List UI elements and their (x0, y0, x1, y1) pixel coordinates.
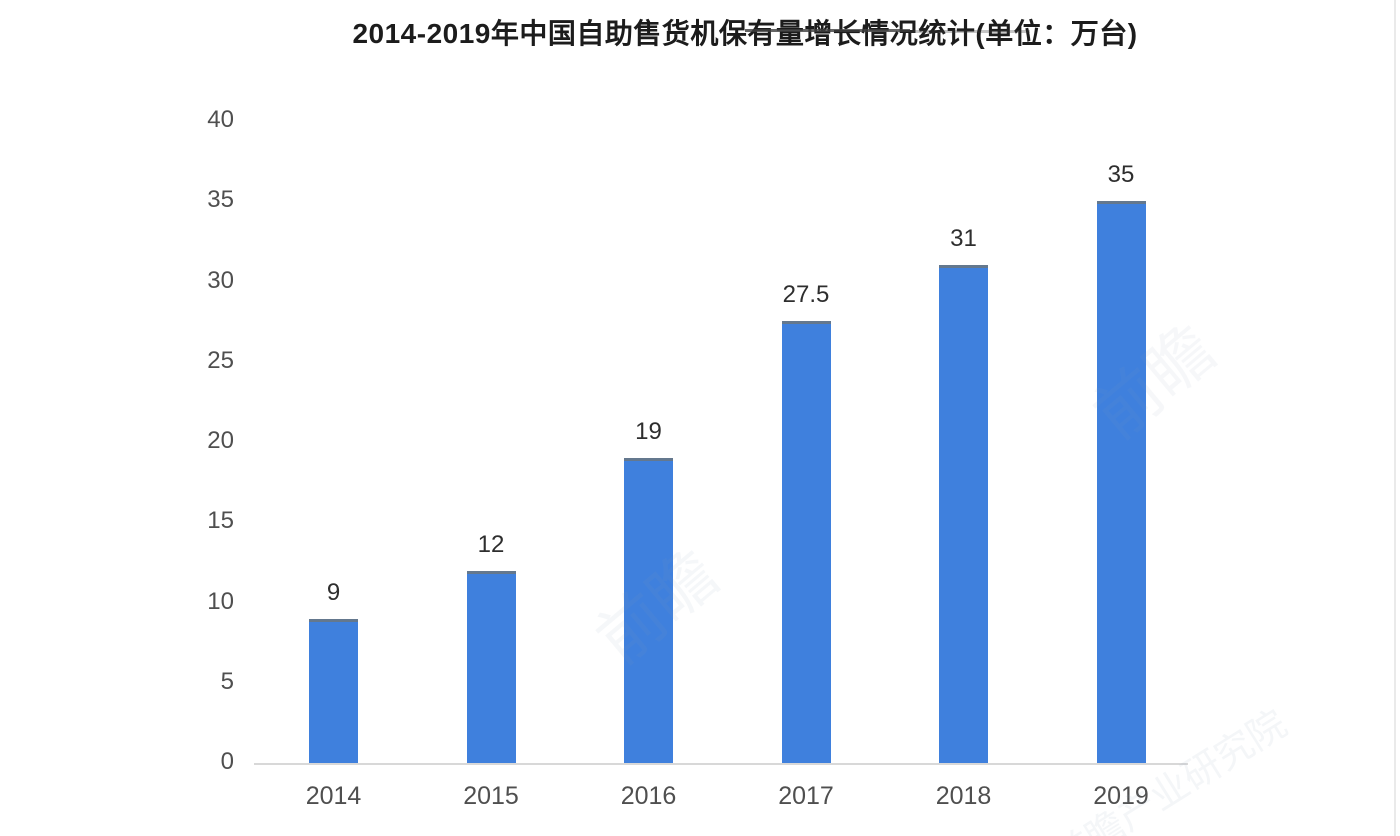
y-axis-tick-label: 0 (220, 748, 234, 775)
x-axis-category-label: 2014 (305, 782, 362, 810)
x-axis-category-label: 2015 (463, 782, 519, 810)
x-axis-category-label: 2019 (1093, 782, 1149, 810)
bar (309, 619, 358, 764)
bar-value-label: 27.5 (782, 281, 830, 309)
bar (466, 570, 516, 764)
y-axis-tick-label: 10 (207, 587, 234, 615)
x-axis-category-label: 2017 (778, 782, 834, 810)
watermark: 前瞻 (1079, 311, 1229, 453)
bar-value-label: 19 (635, 418, 662, 446)
bar (781, 321, 831, 764)
y-axis-tick-label: 15 (207, 507, 234, 535)
y-axis-tick-label: 30 (207, 266, 234, 294)
x-axis-category-label: 2016 (620, 782, 677, 810)
bar-value-label: 31 (950, 224, 977, 252)
bar-value-label: 35 (1107, 160, 1135, 188)
title-strike-artifact (745, 29, 910, 32)
bar-value-label: 9 (326, 579, 341, 607)
x-axis-category-label: 2018 (935, 782, 992, 810)
title-strike-artifact-faint (910, 30, 1030, 33)
bar (624, 458, 673, 764)
y-axis-tick-label: 35 (207, 186, 234, 214)
x-axis-line (254, 763, 1188, 765)
image-right-edge-line (1394, 0, 1396, 836)
bar (1096, 200, 1146, 764)
bar (939, 264, 988, 764)
bar-value-label: 12 (477, 530, 505, 558)
y-axis-tick-label: 5 (220, 667, 234, 695)
y-axis-tick-label: 20 (207, 427, 234, 454)
y-axis-tick-label: 40 (207, 106, 234, 133)
chart-title: 2014-2019年中国自助售货机保有量增长情况统计(单位：万台) (352, 18, 1138, 49)
y-axis-tick-label: 25 (207, 346, 234, 374)
